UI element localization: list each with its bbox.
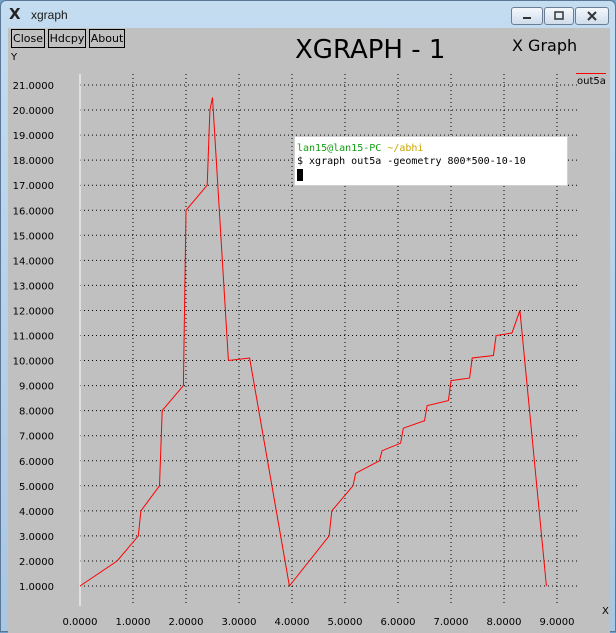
hdcpy-button[interactable]: Hdcpy	[48, 29, 86, 48]
x-axis-label: X	[602, 606, 609, 617]
series-line	[79, 97, 547, 588]
close-icon	[587, 11, 597, 21]
y-tick-label: 8.0000	[19, 407, 54, 418]
y-tick-label: 7.0000	[19, 432, 54, 443]
y-tick-label: 11.0000	[13, 332, 54, 343]
x-tick-label: 4.0000	[275, 617, 310, 628]
y-tick-label: 14.0000	[13, 256, 54, 267]
y-tick-label: 1.0000	[19, 582, 54, 593]
about-button[interactable]: About	[89, 29, 125, 48]
graph-area: Close Hdcpy About XGRAPH - 1 X Graph Y X…	[8, 28, 610, 633]
close-window-button[interactable]	[575, 7, 609, 25]
y-tick-label: 21.0000	[13, 81, 54, 92]
close-button[interactable]: Close	[11, 29, 45, 48]
legend-label: out5a	[577, 76, 606, 87]
terminal-command: $ xgraph out5a -geometry 800*500-10-10	[297, 156, 526, 167]
y-tick-label: 16.0000	[13, 206, 54, 217]
y-tick-label: 15.0000	[13, 231, 54, 242]
x-tick-label: 2.0000	[169, 617, 204, 628]
y-axis-label: Y	[11, 52, 18, 63]
y-tick-label: 2.0000	[19, 557, 54, 568]
x-tick-label: 5.0000	[328, 617, 363, 628]
minimize-button[interactable]	[511, 7, 543, 25]
y-tick-label: 19.0000	[13, 131, 54, 142]
window-title: xgraph	[31, 8, 68, 22]
terminal-prompt: lan15@lan15-PC ~/abhi	[297, 142, 423, 155]
x-tick-label: 7.0000	[434, 617, 469, 628]
y-tick-label: 10.0000	[13, 357, 54, 368]
x-tick-label: 8.0000	[487, 617, 522, 628]
terminal-cursor	[297, 169, 303, 181]
graph-title: XGRAPH - 1	[295, 35, 446, 65]
x-tick-label: 1.0000	[116, 617, 151, 628]
terminal-user-host: lan15@lan15-PC	[297, 143, 382, 154]
y-tick-label: 6.0000	[19, 457, 54, 468]
terminal-path: ~/abhi	[387, 143, 424, 154]
graph-subtitle: X Graph	[512, 36, 578, 55]
title-bar[interactable]: X xgraph	[1, 1, 615, 29]
y-tick-label: 4.0000	[19, 507, 54, 518]
maximize-button[interactable]	[544, 7, 574, 25]
x-logo-icon: X	[9, 5, 21, 23]
y-tick-label: 17.0000	[13, 181, 54, 192]
y-tick-label: 20.0000	[13, 106, 54, 117]
x-tick-label: 9.0000	[540, 617, 575, 628]
y-tick-label: 18.0000	[13, 156, 54, 167]
y-tick-label: 3.0000	[19, 532, 54, 543]
y-tick-label: 13.0000	[13, 281, 54, 292]
line-chart: 0.0000 1.0000 2.0000 3.0000 4.0000 5.0000 6.00…	[13, 74, 580, 628]
y-tick-label: 12.0000	[13, 306, 54, 317]
minimize-icon	[523, 17, 531, 19]
y-tick-label: 5.0000	[19, 482, 54, 493]
y-tick-label: 9.0000	[19, 382, 54, 393]
terminal-overlay[interactable]: lan15@lan15-PC ~/abhi $ xgraph out5a -ge…	[294, 136, 568, 186]
x-tick-label: 0.0000	[63, 617, 98, 628]
x-tick-label: 6.0000	[381, 617, 416, 628]
legend-swatch	[576, 73, 606, 74]
x-tick-label: 3.0000	[222, 617, 257, 628]
maximize-icon	[554, 11, 564, 20]
